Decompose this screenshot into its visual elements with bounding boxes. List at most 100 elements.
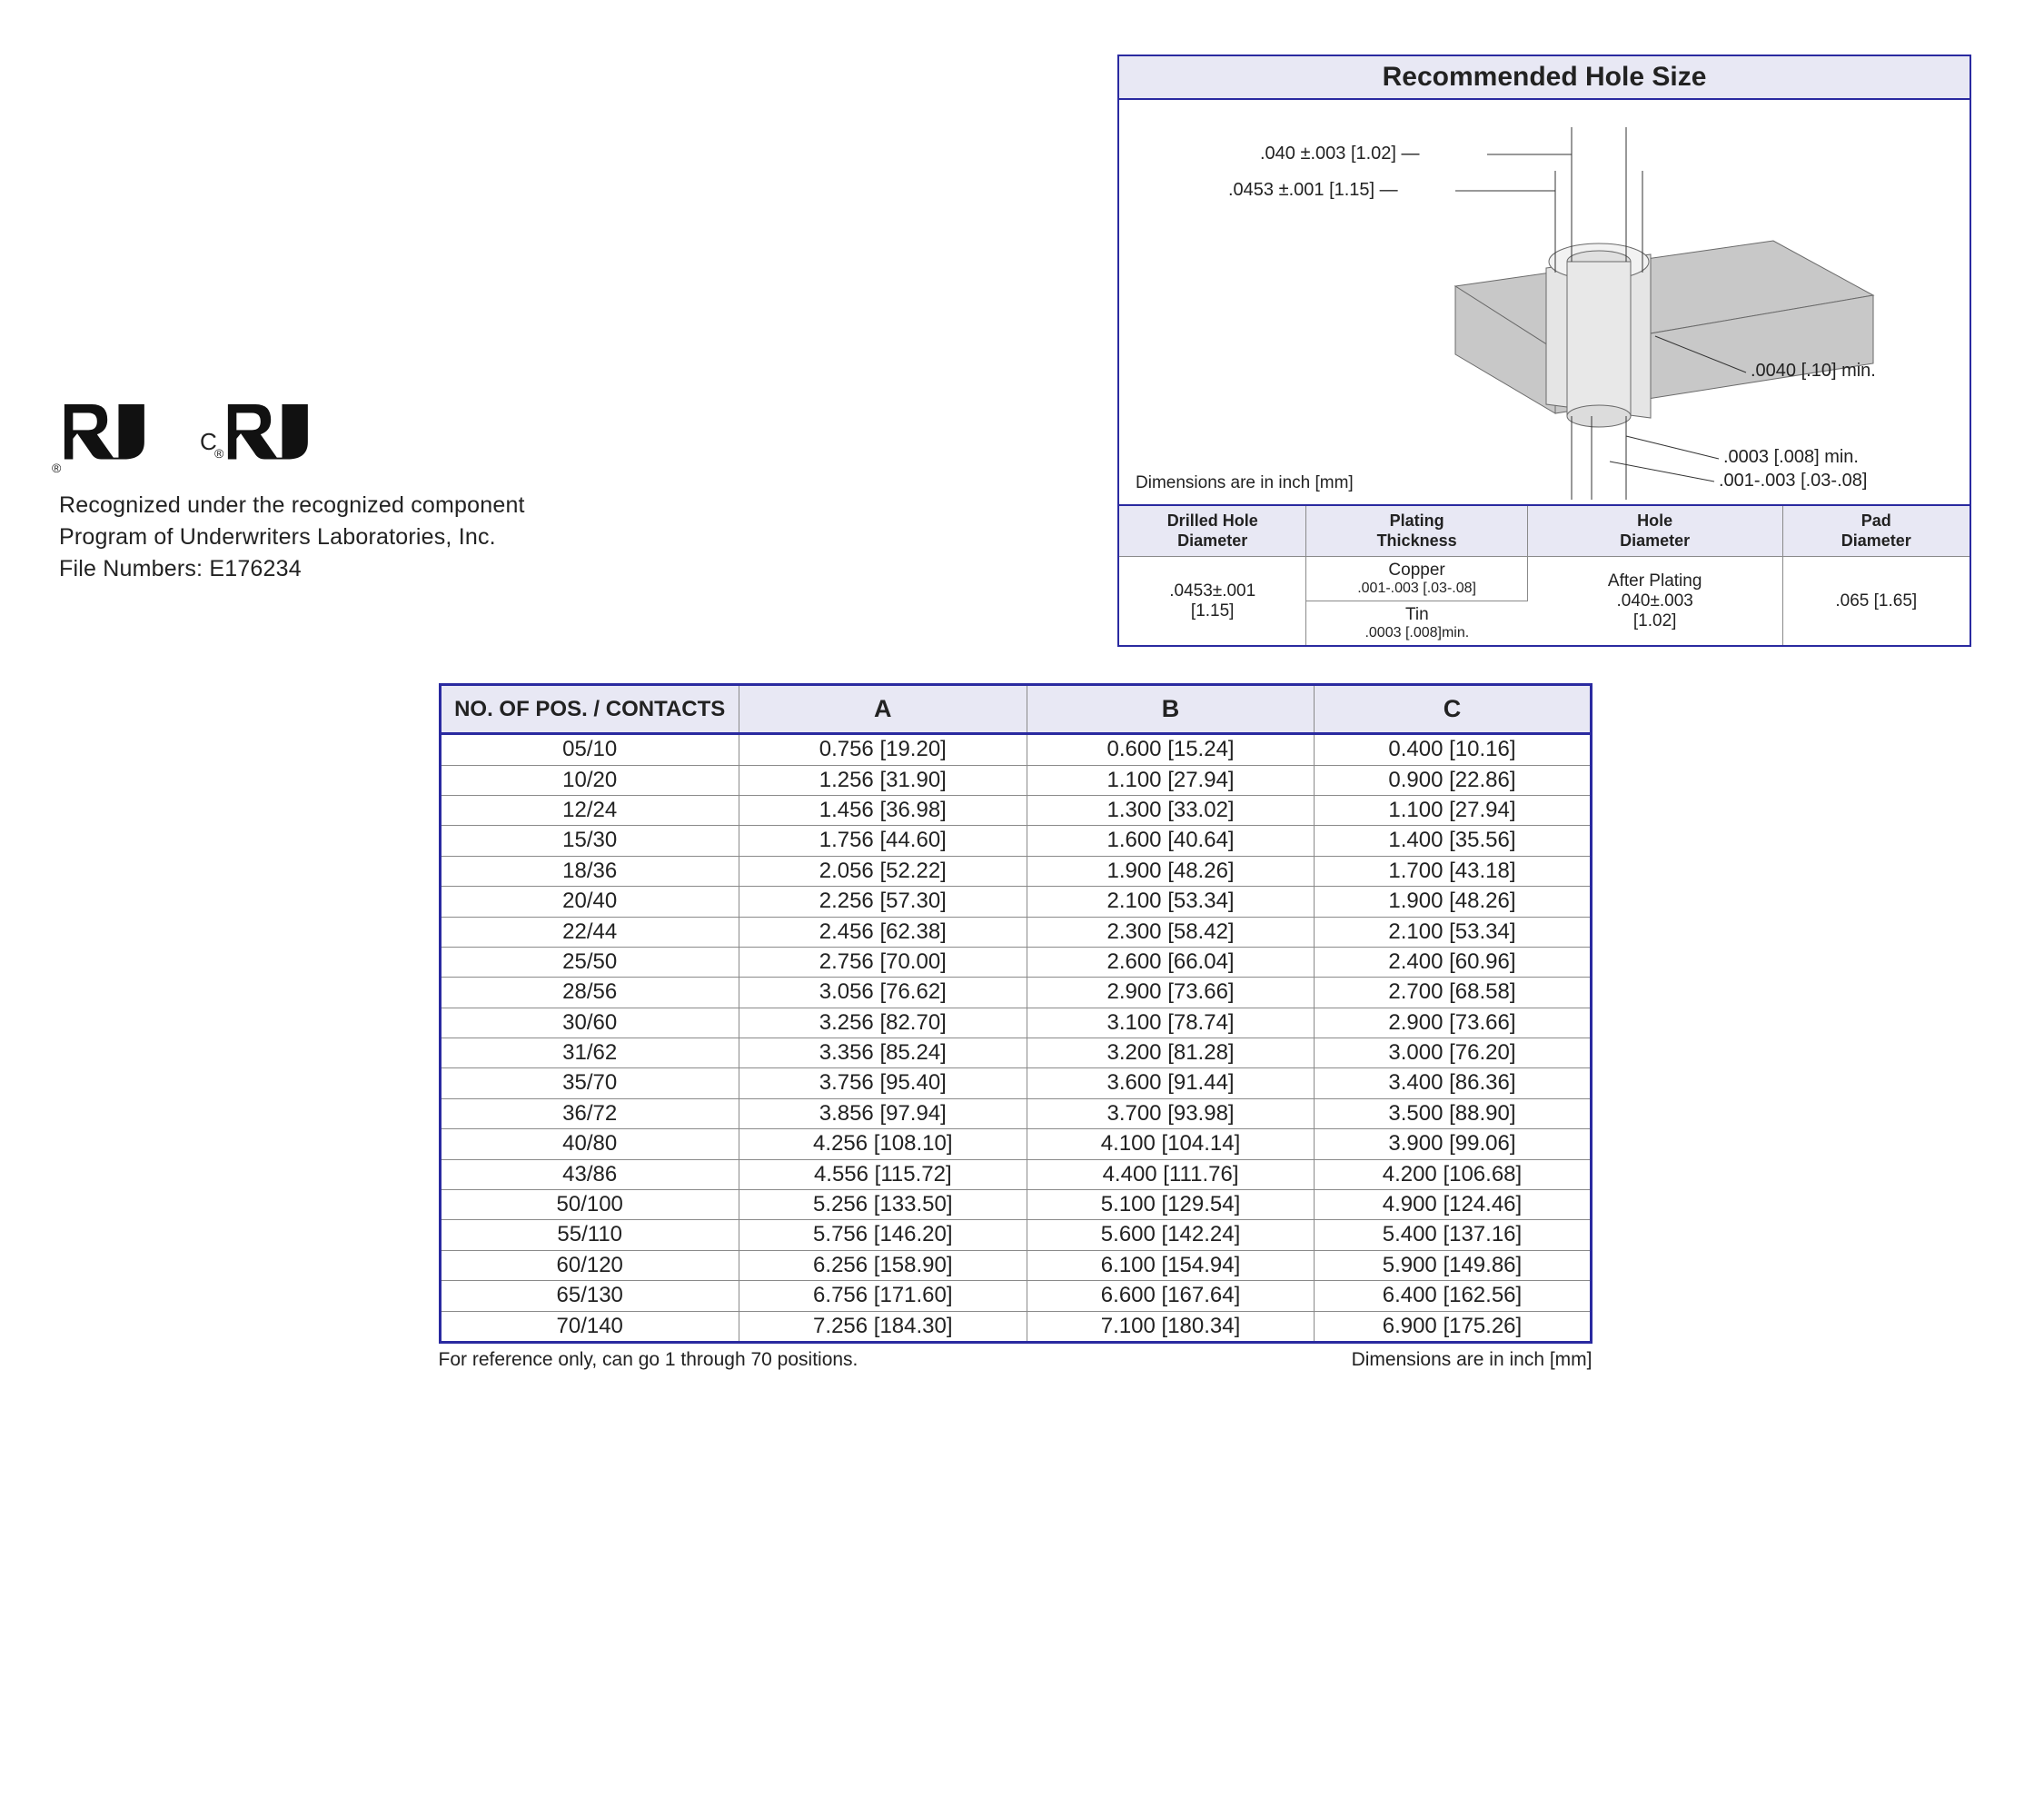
val: Tin (1405, 605, 1429, 624)
table-cell: 3.356 [85.24] (739, 1038, 1027, 1068)
table-cell: 4.100 [104.14] (1027, 1129, 1315, 1159)
th-hole: Hole Diameter (1527, 505, 1782, 557)
table-cell: 5.600 [142.24] (1027, 1220, 1315, 1250)
table-row: 28/563.056 [76.62]2.900 [73.66]2.700 [68… (440, 978, 1591, 1008)
hole-spec-table: Drilled Hole Diameter Plating Thickness … (1119, 504, 1970, 645)
table-cell: 1.900 [48.26] (1315, 887, 1591, 917)
table-cell: 1.456 [36.98] (739, 795, 1027, 825)
table-cell: 20/40 (440, 887, 739, 917)
table-cell: 50/100 (440, 1190, 739, 1220)
val: [1.02] (1633, 611, 1677, 630)
table-cell: 3.856 [97.94] (739, 1098, 1027, 1128)
th-line: Thickness (1377, 531, 1457, 550)
table-row: 55/1105.756 [146.20]5.600 [142.24]5.400 … (440, 1220, 1591, 1250)
table-cell: 0.600 [15.24] (1027, 734, 1315, 765)
positions-footer: For reference only, can go 1 through 70 … (439, 1349, 1593, 1371)
hole-size-title: Recommended Hole Size (1119, 56, 1970, 100)
c-ru-logo: C ® (200, 404, 309, 473)
table-cell: 4.200 [106.68] (1315, 1159, 1591, 1189)
ul-line2: Program of Underwriters Laboratories, In… (59, 521, 640, 553)
positions-table: NO. OF POS. / CONTACTS A B C 05/100.756 … (439, 683, 1593, 1344)
table-cell: 6.900 [175.26] (1315, 1311, 1591, 1342)
table-cell: 2.100 [53.34] (1027, 887, 1315, 917)
table-row: 10/201.256 [31.90]1.100 [27.94]0.900 [22… (440, 765, 1591, 795)
th-b: B (1027, 685, 1315, 734)
table-cell: 7.256 [184.30] (739, 1311, 1027, 1342)
table-cell: 1.400 [35.56] (1315, 826, 1591, 856)
table-cell: 3.056 [76.62] (739, 978, 1027, 1008)
table-cell: 0.756 [19.20] (739, 734, 1027, 765)
th-plating: Plating Thickness (1306, 505, 1527, 557)
table-cell: 15/30 (440, 826, 739, 856)
table-row: 70/1407.256 [184.30]7.100 [180.34]6.900 … (440, 1311, 1591, 1342)
table-cell: 60/120 (440, 1250, 739, 1280)
table-row: 12/241.456 [36.98]1.300 [33.02]1.100 [27… (440, 795, 1591, 825)
table-row: 43/864.556 [115.72]4.400 [111.76]4.200 [… (440, 1159, 1591, 1189)
callout-top2: .0453 ±.001 [1.15] — (1228, 180, 1398, 201)
positions-block: NO. OF POS. / CONTACTS A B C 05/100.756 … (439, 683, 1593, 1371)
ul-text: Recognized under the recognized componen… (59, 490, 640, 585)
table-cell: 40/80 (440, 1129, 739, 1159)
table-cell: 3.500 [88.90] (1315, 1098, 1591, 1128)
callout-text: .040 ±.003 [1.02] (1260, 144, 1396, 164)
th-a: A (739, 685, 1027, 734)
table-cell: 22/44 (440, 917, 739, 947)
table-cell: 0.900 [22.86] (1315, 765, 1591, 795)
ru-icon (59, 404, 145, 468)
table-row: 60/1206.256 [158.90]6.100 [154.94]5.900 … (440, 1250, 1591, 1280)
td-pad: .065 [1.65] (1782, 557, 1970, 646)
table-cell: 2.056 [52.22] (739, 856, 1027, 886)
val: [1.15] (1191, 601, 1235, 621)
table-cell: 6.600 [167.64] (1027, 1281, 1315, 1311)
table-cell: 2.300 [58.42] (1027, 917, 1315, 947)
table-cell: 1.756 [44.60] (739, 826, 1027, 856)
table-row: 05/100.756 [19.20]0.600 [15.24]0.400 [10… (440, 734, 1591, 765)
table-cell: 6.400 [162.56] (1315, 1281, 1591, 1311)
table-cell: 36/72 (440, 1098, 739, 1128)
th-line: Plating (1390, 511, 1444, 530)
ul-recognition-block: ® C ® Recognized under the recognized co… (59, 55, 640, 585)
ul-line3: File Numbers: E176234 (59, 553, 640, 585)
table-row: 25/502.756 [70.00]2.600 [66.04]2.400 [60… (440, 947, 1591, 977)
table-cell: 3.756 [95.40] (739, 1068, 1027, 1098)
table-row: 35/703.756 [95.40]3.600 [91.44]3.400 [86… (440, 1068, 1591, 1098)
th-line: Diameter (1177, 531, 1247, 550)
th-line: Diameter (1620, 531, 1690, 550)
table-cell: 35/70 (440, 1068, 739, 1098)
callout-top1: .040 ±.003 [1.02] — (1260, 144, 1420, 164)
val: After Plating (1608, 571, 1702, 591)
table-cell: 1.900 [48.26] (1027, 856, 1315, 886)
table-cell: 1.100 [27.94] (1027, 765, 1315, 795)
table-cell: 2.700 [68.58] (1315, 978, 1591, 1008)
table-row: 30/603.256 [82.70]3.100 [78.74]2.900 [73… (440, 1008, 1591, 1038)
registered-mark: ® (52, 461, 61, 475)
table-cell: 4.256 [108.10] (739, 1129, 1027, 1159)
table-cell: 4.400 [111.76] (1027, 1159, 1315, 1189)
callout-text: .0453 ±.001 [1.15] (1228, 180, 1374, 200)
table-cell: 2.756 [70.00] (739, 947, 1027, 977)
ru-logo: ® (59, 404, 145, 473)
td-drilled: .0453±.001 [1.15] (1119, 557, 1306, 646)
table-cell: 2.900 [73.66] (1315, 1008, 1591, 1038)
table-cell: 3.400 [86.36] (1315, 1068, 1591, 1098)
val: .0453±.001 (1169, 581, 1255, 601)
hole-cutaway-icon (1119, 100, 1970, 504)
th-line: Hole (1637, 511, 1672, 530)
table-cell: 6.100 [154.94] (1027, 1250, 1315, 1280)
th-line: Diameter (1841, 531, 1911, 550)
th-drilled: Drilled Hole Diameter (1119, 505, 1306, 557)
th-line: Drilled Hole (1167, 511, 1258, 530)
table-cell: 2.400 [60.96] (1315, 947, 1591, 977)
table-cell: 31/62 (440, 1038, 739, 1068)
table-cell: 5.400 [137.16] (1315, 1220, 1591, 1250)
table-cell: 28/56 (440, 978, 739, 1008)
footer-left: For reference only, can go 1 through 70 … (439, 1349, 858, 1371)
table-cell: 0.400 [10.16] (1315, 734, 1591, 765)
table-row: 15/301.756 [44.60]1.600 [40.64]1.400 [35… (440, 826, 1591, 856)
table-cell: 2.900 [73.66] (1027, 978, 1315, 1008)
td-hole: After Plating .040±.003 [1.02] (1527, 557, 1782, 646)
val: .0003 [.008]min. (1310, 625, 1523, 641)
td-tin: Tin .0003 [.008]min. (1306, 601, 1527, 646)
table-cell: 3.200 [81.28] (1027, 1038, 1315, 1068)
table-cell: 2.600 [66.04] (1027, 947, 1315, 977)
